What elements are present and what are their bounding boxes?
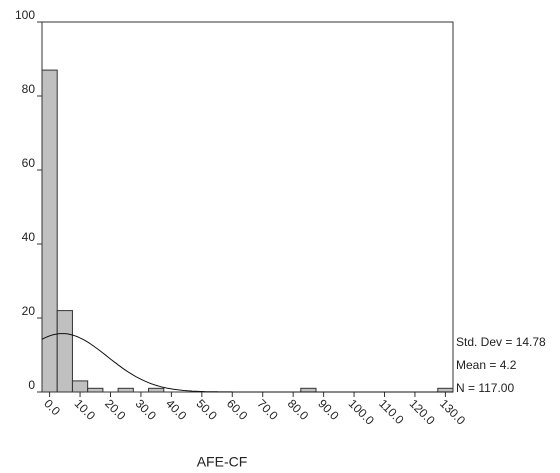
y-tick-label: 40	[22, 230, 36, 244]
stat-label: N = 117.00	[456, 381, 514, 395]
bar	[41, 69, 58, 393]
y-tick-label: 60	[22, 156, 36, 170]
bar	[148, 387, 165, 393]
y-tick-label: 80	[22, 82, 36, 96]
x-tick-label: 60.0	[224, 396, 251, 423]
stat-label: Mean = 4.2	[456, 358, 517, 372]
y-tick-label: 100	[15, 8, 35, 22]
x-tick-label: 30.0	[133, 396, 160, 423]
stat-label: Std. Dev = 14.78	[456, 335, 546, 349]
bar	[71, 380, 89, 393]
y-tick-label: 20	[22, 304, 36, 318]
x-tick-label: 10.0	[72, 396, 99, 423]
x-tick-label: 80.0	[285, 396, 312, 423]
bar	[117, 387, 134, 393]
x-tick-label: 50.0	[193, 396, 220, 423]
bar	[56, 310, 73, 393]
x-tick-label: 20.0	[102, 396, 129, 423]
bar	[87, 387, 104, 393]
x-axis-label: AFE-CF	[197, 454, 248, 470]
x-tick-label: 110.0	[376, 396, 407, 427]
x-tick-label: 100.0	[346, 396, 377, 427]
x-tick-label: 0.0	[41, 396, 63, 418]
x-tick-label: 40.0	[163, 396, 190, 423]
x-tick-label: 90.0	[315, 396, 342, 423]
x-tick-label: 70.0	[254, 396, 281, 423]
x-tick-label: 120.0	[407, 396, 438, 427]
normal-curve	[41, 333, 453, 393]
y-tick-label: 0	[28, 378, 35, 392]
bar	[437, 387, 454, 393]
x-tick-label: 130.0	[437, 396, 468, 427]
bar	[300, 387, 317, 393]
plot-frame	[41, 21, 454, 393]
